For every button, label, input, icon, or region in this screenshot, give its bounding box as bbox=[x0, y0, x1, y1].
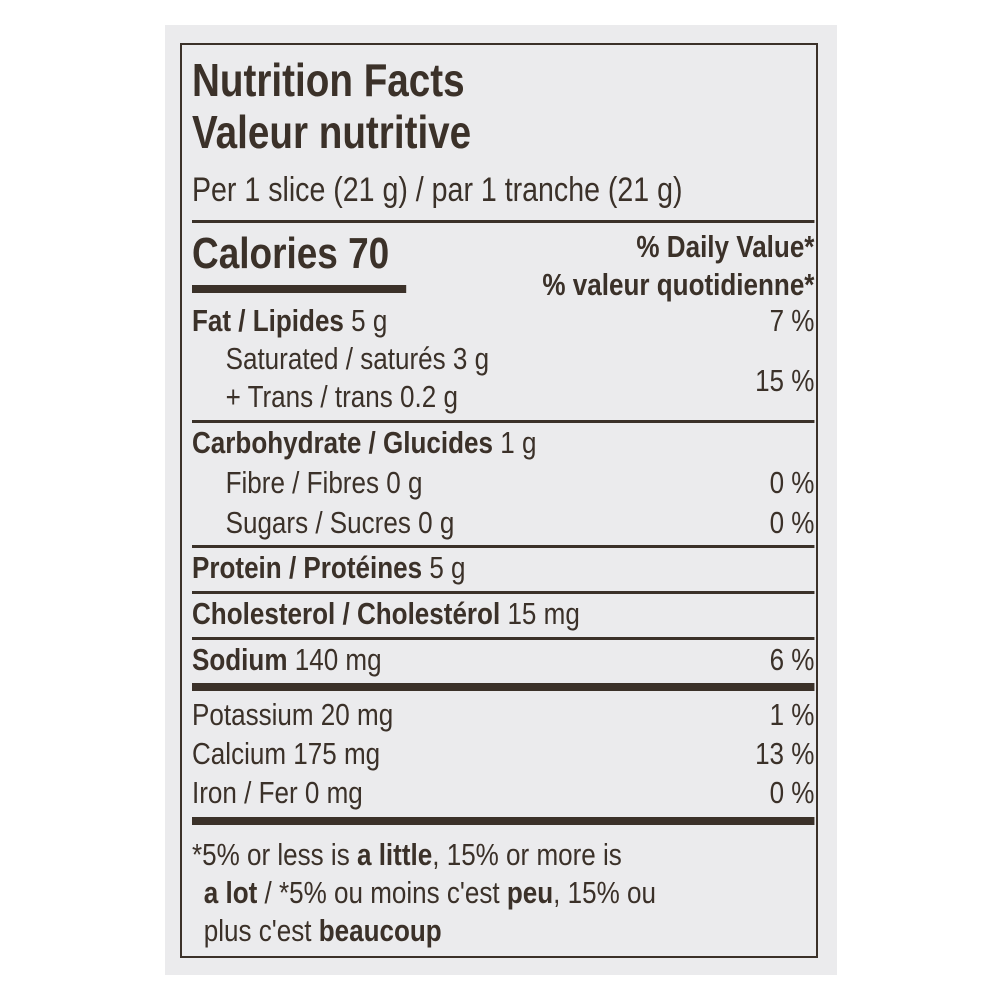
divider bbox=[192, 220, 815, 223]
divider-thick bbox=[192, 817, 815, 825]
label-background bbox=[165, 25, 837, 975]
footnote-line-2: a lot / *5% ou moins c'est peu, 15% ou bbox=[203, 875, 656, 910]
divider bbox=[192, 545, 815, 548]
row-potassium: Potassium 20 mg 1 % bbox=[192, 697, 815, 732]
nutrition-facts-table: Nutrition Facts Valeur nutritive Per 1 s… bbox=[180, 43, 818, 958]
dv-en-text: % Daily Value* bbox=[636, 229, 815, 264]
row-trans: + Trans / trans 0.2 g bbox=[225, 379, 458, 414]
divider bbox=[192, 420, 815, 423]
title-en-text: Nutrition Facts bbox=[192, 54, 465, 106]
footnote-line-3: plus c'est beaucoup bbox=[203, 913, 442, 948]
divider bbox=[192, 591, 815, 594]
title-en: Nutrition Facts bbox=[192, 53, 814, 107]
divider bbox=[192, 637, 815, 640]
row-carbohydrate: Carbohydrate / Glucides 1 g bbox=[192, 425, 537, 460]
row-saturated: Saturated / saturés 3 g bbox=[225, 341, 490, 376]
calories-bar bbox=[192, 285, 407, 293]
title-fr-text: Valeur nutritive bbox=[192, 106, 472, 158]
row-cholesterol: Cholesterol / Cholestérol 15 mg bbox=[192, 596, 580, 631]
calories-text: Calories 70 bbox=[192, 229, 390, 278]
row-sodium: Sodium 140 mg 6 % bbox=[192, 642, 815, 677]
sat-trans-dv: 15 % bbox=[755, 363, 815, 398]
footnote-line-1: *5% or less is a little, 15% or more is bbox=[192, 837, 622, 872]
serving-text: Per 1 slice (21 g) / par 1 tranche (21 g… bbox=[192, 171, 683, 209]
row-protein: Protein / Protéines 5 g bbox=[192, 550, 466, 585]
dv-header-en: % Daily Value* bbox=[192, 229, 814, 265]
row-iron: Iron / Fer 0 mg 0 % bbox=[192, 775, 815, 810]
calories: Calories 70 bbox=[192, 229, 814, 279]
divider-thick bbox=[192, 683, 815, 691]
dv-header-fr: % valeur quotidienne* bbox=[192, 267, 814, 303]
title-fr: Valeur nutritive bbox=[192, 105, 814, 159]
row-calcium: Calcium 175 mg 13 % bbox=[192, 736, 815, 771]
dv-fr-text: % valeur quotidienne* bbox=[542, 267, 815, 302]
serving-size: Per 1 slice (21 g) / par 1 tranche (21 g… bbox=[192, 171, 814, 210]
